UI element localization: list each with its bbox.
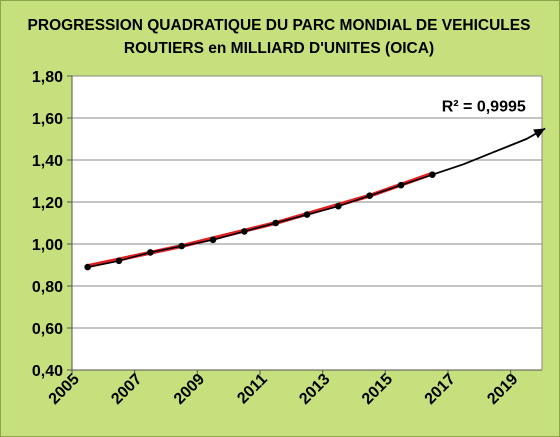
data-point xyxy=(241,228,248,235)
data-point xyxy=(429,171,436,178)
x-tick-label: 2009 xyxy=(171,371,208,408)
chart-title: PROGRESSION QUADRATIQUE DU PARC MONDIAL … xyxy=(0,14,558,60)
y-tick-label: 1,20 xyxy=(32,195,63,212)
data-point xyxy=(115,257,123,265)
chart-title-line-1: PROGRESSION QUADRATIQUE DU PARC MONDIAL … xyxy=(27,17,531,34)
x-tick-label: 2007 xyxy=(108,371,145,408)
data-point xyxy=(209,236,217,244)
data-point xyxy=(335,202,342,210)
data-point xyxy=(272,219,279,227)
x-tick-label: 2011 xyxy=(234,371,271,408)
y-tick-label: 0,40 xyxy=(32,363,63,380)
y-tick-label: 0,80 xyxy=(32,279,63,296)
x-tick-label: 2013 xyxy=(296,371,333,408)
plot-area xyxy=(72,76,542,370)
x-tick-label: 2019 xyxy=(484,371,521,408)
data-point xyxy=(366,192,373,199)
data-point xyxy=(147,249,154,256)
data-point xyxy=(303,211,311,218)
y-tick-label: 1,00 xyxy=(32,237,63,254)
data-line xyxy=(87,173,433,268)
x-tick-label: 2017 xyxy=(422,371,459,408)
r-squared-annotation: R² = 0,9995 xyxy=(442,99,526,116)
y-tick-label: 1,40 xyxy=(32,153,63,170)
data-point xyxy=(178,242,185,250)
y-tick-label: 1,80 xyxy=(32,69,63,86)
y-tick-label: 0,60 xyxy=(32,321,63,338)
y-tick-label: 1,60 xyxy=(32,111,63,128)
trendline-arrowhead xyxy=(533,128,546,139)
x-tick-label: 2015 xyxy=(359,371,396,408)
data-point xyxy=(397,181,405,189)
chart-title-line-2: ROUTIERS en MILLIARD D'UNITES (OICA) xyxy=(123,40,435,57)
data-point xyxy=(84,263,91,271)
